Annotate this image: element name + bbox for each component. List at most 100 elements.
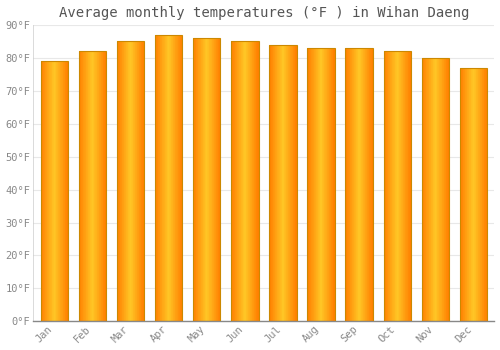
Bar [315,48,316,321]
Bar [143,41,144,321]
Bar [92,51,93,321]
Bar [248,41,249,321]
Bar [348,48,349,321]
Bar [462,68,463,321]
Bar [157,35,158,321]
Bar [485,68,486,321]
Bar [328,48,330,321]
Bar [89,51,90,321]
Bar [246,41,247,321]
Bar [362,48,364,321]
Bar [140,41,141,321]
Bar [198,38,199,321]
Bar [283,45,284,321]
Bar [292,45,294,321]
Bar [463,68,464,321]
Bar [174,35,175,321]
Bar [159,35,160,321]
Bar [194,38,195,321]
Bar [466,68,468,321]
Bar [284,45,285,321]
Bar [286,45,287,321]
Bar [181,35,182,321]
Bar [282,45,283,321]
Bar [429,58,430,321]
Bar [172,35,174,321]
Bar [438,58,439,321]
Bar [443,58,444,321]
Bar [83,51,84,321]
Bar [64,61,66,321]
Bar [432,58,434,321]
Bar [66,61,68,321]
Bar [84,51,85,321]
Bar [206,38,207,321]
Bar [445,58,446,321]
Bar [393,51,394,321]
Bar [405,51,406,321]
Bar [312,48,313,321]
Bar [480,68,481,321]
Bar [325,48,326,321]
Bar [402,51,403,321]
Bar [161,35,162,321]
Bar [355,48,356,321]
Bar [85,51,86,321]
Bar [253,41,254,321]
Bar [120,41,121,321]
Bar [436,58,437,321]
Bar [40,61,68,321]
Bar [97,51,98,321]
Bar [257,41,258,321]
Bar [46,61,48,321]
Bar [391,51,392,321]
Bar [136,41,138,321]
Bar [251,41,252,321]
Bar [80,51,82,321]
Bar [93,51,94,321]
Bar [217,38,218,321]
Bar [473,68,474,321]
Bar [60,61,61,321]
Bar [206,38,208,321]
Bar [134,41,136,321]
Bar [364,48,366,321]
Bar [142,41,143,321]
Bar [141,41,142,321]
Bar [461,68,462,321]
Bar [314,48,315,321]
Bar [332,48,334,321]
Bar [482,68,483,321]
Bar [104,51,105,321]
Bar [80,51,81,321]
Bar [87,51,88,321]
Bar [233,41,234,321]
Bar [100,51,102,321]
Bar [42,61,43,321]
Bar [176,35,177,321]
Bar [127,41,128,321]
Bar [44,61,46,321]
Bar [404,51,405,321]
Bar [384,51,411,321]
Bar [311,48,312,321]
Bar [289,45,290,321]
Bar [294,45,296,321]
Bar [403,51,404,321]
Bar [369,48,370,321]
Bar [272,45,274,321]
Bar [98,51,100,321]
Bar [177,35,178,321]
Bar [130,41,131,321]
Bar [180,35,181,321]
Bar [104,51,106,321]
Bar [326,48,328,321]
Bar [327,48,328,321]
Bar [102,51,104,321]
Bar [277,45,278,321]
Bar [244,41,245,321]
Bar [386,51,387,321]
Bar [131,41,132,321]
Bar [395,51,396,321]
Bar [204,38,206,321]
